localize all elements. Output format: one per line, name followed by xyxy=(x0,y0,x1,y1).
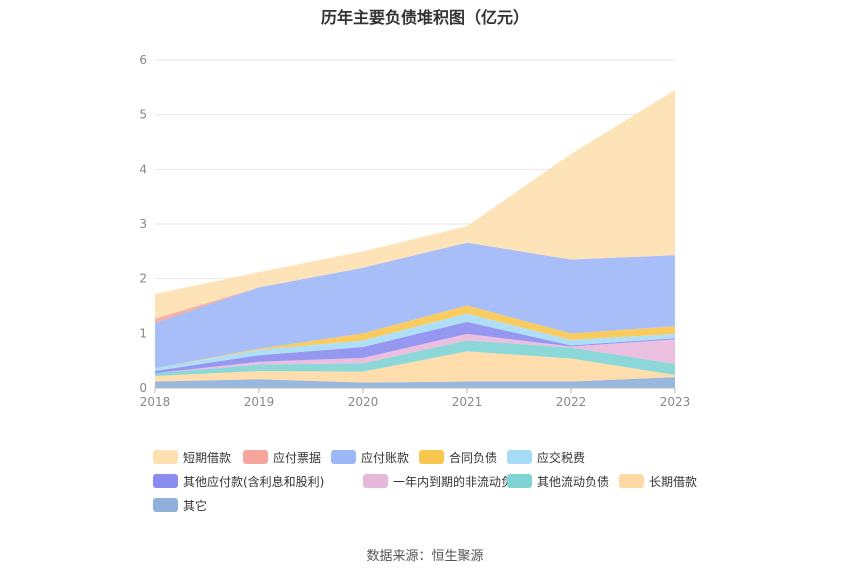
area-series-1 xyxy=(155,351,675,383)
area-series-2 xyxy=(155,340,675,376)
x-tick-label: 2020 xyxy=(348,395,379,409)
legend-label: 其他流动负债 xyxy=(537,474,610,489)
legend-label: 应交税费 xyxy=(537,450,586,465)
area-series-0 xyxy=(155,377,675,388)
x-tick-label: 2019 xyxy=(244,395,275,409)
legend-item[interactable]: 短期借款 xyxy=(153,446,231,468)
legend-swatch xyxy=(153,450,178,464)
x-tick-label: 2021 xyxy=(452,395,483,409)
legend-label: 合同负债 xyxy=(449,450,498,465)
axes: 0 1 2 3 4 5 6 2018 2019 2020 2021 2022 2023 xyxy=(139,53,690,409)
legend-swatch xyxy=(507,474,532,488)
legend-item[interactable]: 其他应付款(含利息和股利) xyxy=(153,470,324,492)
y-tick-label: 5 xyxy=(139,108,147,122)
legend-item[interactable]: 应付账款 xyxy=(331,446,409,468)
legend-label: 长期借款 xyxy=(649,474,698,489)
y-tick-label: 0 xyxy=(139,381,147,395)
legend-label: 其他应付款(含利息和股利) xyxy=(183,474,325,489)
legend-swatch xyxy=(153,498,178,512)
legend-swatch xyxy=(619,474,644,488)
y-tick-label: 1 xyxy=(139,326,147,340)
legend-item[interactable]: 其它 xyxy=(153,494,207,516)
legend-item[interactable]: 应交税费 xyxy=(507,446,585,468)
area-series-7 xyxy=(155,242,675,369)
x-tick-label: 2023 xyxy=(660,395,691,409)
data-source: 数据来源：恒生聚源 xyxy=(366,549,484,564)
legend-label: 其它 xyxy=(183,498,208,513)
y-tick-label: 4 xyxy=(139,162,147,176)
area-series-3 xyxy=(155,333,675,374)
legend-item[interactable]: 合同负债 xyxy=(419,446,497,468)
legend-label: 应付账款 xyxy=(361,450,410,465)
legend-label: 短期借款 xyxy=(183,450,232,465)
legend-item[interactable]: 应付票据 xyxy=(243,446,321,468)
legend-item[interactable]: 其他流动负债 xyxy=(507,470,609,492)
legend-swatch xyxy=(363,474,388,488)
legend-item[interactable]: 长期借款 xyxy=(619,470,697,492)
legend-swatch xyxy=(419,450,444,464)
area-series-4 xyxy=(155,321,675,374)
legend-swatch xyxy=(507,450,532,464)
area-series xyxy=(155,90,675,388)
x-tick-label: 2018 xyxy=(140,395,171,409)
legend-swatch xyxy=(153,474,178,488)
chart-title: 历年主要负债堆积图（亿元） xyxy=(320,8,529,27)
legend-swatch xyxy=(243,450,268,464)
area-series-9 xyxy=(155,90,675,319)
area-series-6 xyxy=(155,305,675,369)
area-series-5 xyxy=(155,313,675,372)
y-tick-label: 2 xyxy=(139,272,147,286)
legend-label: 一年内到期的非流动负债 xyxy=(393,474,526,489)
legend-item[interactable]: 一年内到期的非流动负债 xyxy=(363,470,525,492)
y-tick-label: 3 xyxy=(139,217,147,231)
x-tick-label: 2022 xyxy=(556,395,587,409)
stacked-area-chart: 0 1 2 3 4 5 6 2018 2019 2020 2021 2022 2023 xyxy=(139,53,690,409)
legend-swatch xyxy=(331,450,356,464)
legend-label: 应付票据 xyxy=(273,450,322,465)
y-tick-label: 6 xyxy=(139,53,147,67)
